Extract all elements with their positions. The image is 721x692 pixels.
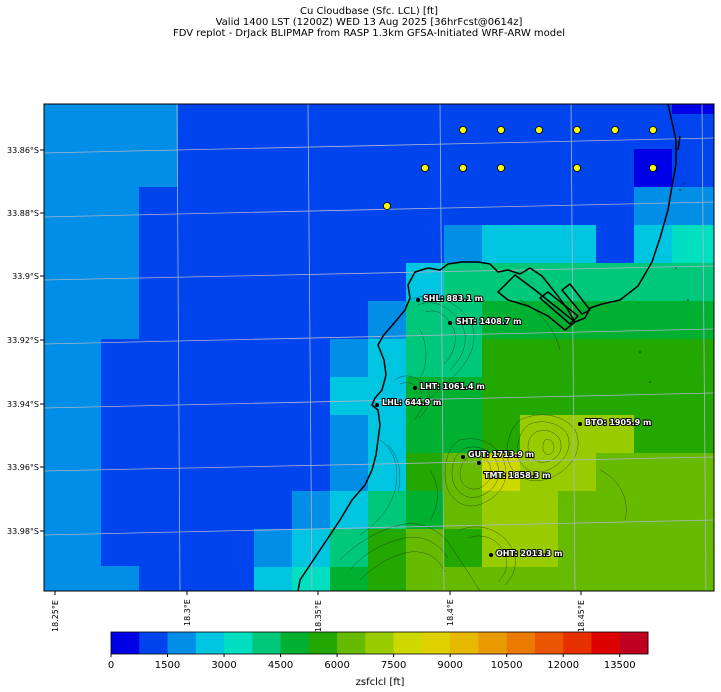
site-label-bto: BTO: 1905.9 m	[585, 418, 651, 427]
coastline	[297, 104, 681, 591]
site-sht: SHT: 1408.7 m SHT: 1408.7 m	[448, 316, 522, 327]
site-tmt: TMT: 1858.3 m TMT: 1858.3 m	[477, 461, 551, 481]
lat-label: 33.86°S	[7, 146, 39, 155]
colorbar-swatch	[167, 632, 197, 654]
lon-label: 18.25°E	[51, 600, 60, 632]
colorbar-swatch	[478, 632, 508, 654]
site-markers: SHL: 883.1 m SHL: 883.1 m SHT: 1408.7 m …	[375, 293, 652, 559]
yellow-marker	[611, 126, 619, 134]
colorbar-tick-label: 4500	[268, 660, 293, 671]
site-label-lhl: LHL: 644.9 m	[382, 398, 441, 407]
lat-label: 33.96°S	[7, 463, 39, 472]
svg-text:LHL: 644.9 m: LHL: 644.9 m	[382, 398, 441, 407]
lon-label: 18.45°E	[577, 600, 586, 632]
site-lht: LHT: 1061.4 m LHT: 1061.4 m	[413, 381, 486, 392]
site-lhl: LHL: 644.9 m LHL: 644.9 m	[375, 397, 442, 408]
svg-text:SHT: 1408.7 m: SHT: 1408.7 m	[456, 317, 521, 326]
colorbar-ticks: 0 1500 3000 4500 6000 7500 9000 10500 12000 13500	[108, 654, 636, 671]
colorbar-swatch	[111, 632, 140, 654]
colorbar-swatch	[337, 632, 366, 654]
lat-label: 33.88°S	[7, 209, 39, 218]
colorbar-label: zsfclcl [ft]	[356, 677, 405, 688]
colorbar-swatch	[280, 632, 310, 654]
site-label-lht: LHT: 1061.4 m	[420, 382, 485, 391]
yellow-markers	[383, 126, 657, 210]
site-oht: OHT: 2013.3 m OHT: 2013.3 m	[489, 548, 564, 559]
site-label-gut: GUT: 1713.9 m	[468, 450, 534, 459]
colorbar: 0 1500 3000 4500 6000 7500 9000 10500 12000 13500…	[108, 631, 649, 688]
colorbar-swatch	[365, 632, 395, 654]
colorbar-tick-label: 12000	[547, 660, 579, 671]
lat-label: 33.9°S	[12, 272, 39, 281]
yellow-marker	[459, 126, 467, 134]
colorbar-tick-label: 13500	[604, 660, 636, 671]
colorbar-tick-label: 0	[108, 660, 114, 671]
lon-axis: 18.25°E 18.3°E 18.35°E 18.4°E 18.45°E	[51, 591, 586, 632]
site-shl: SHL: 883.1 m SHL: 883.1 m	[416, 293, 484, 304]
svg-text:LHT: 1061.4 m: LHT: 1061.4 m	[420, 382, 485, 391]
title-line-2: Valid 1400 LST (1200Z) WED 13 Aug 2025 […	[215, 17, 523, 28]
colorbar-swatch	[619, 632, 649, 654]
coast-islets	[639, 183, 689, 383]
yellow-marker	[421, 164, 429, 172]
map-frame	[43, 103, 715, 592]
colorbar-swatch	[252, 632, 282, 654]
colorbar-swatch	[421, 632, 451, 654]
colorbar-tick-label: 7500	[381, 660, 406, 671]
svg-text:BTO: 1905.9 m: BTO: 1905.9 m	[585, 418, 651, 427]
colorbar-swatch	[393, 632, 423, 654]
colorbar-tick-label: 3000	[211, 660, 236, 671]
yellow-marker	[383, 202, 391, 210]
lon-label: 18.4°E	[446, 599, 455, 626]
lon-label: 18.3°E	[183, 599, 192, 626]
colorbar-tick-label: 10500	[491, 660, 523, 671]
site-label-oht: OHT: 2013.3 m	[496, 549, 563, 558]
title-line-1: Cu Cloudbase (Sfc. LCL) [ft]	[300, 6, 438, 17]
colorbar-tick-label: 9000	[437, 660, 462, 671]
yellow-marker	[573, 126, 581, 134]
title-line-3: FDV replot - DrJack BLIPMAP from RASP 1.…	[172, 28, 566, 39]
yellow-marker	[497, 164, 505, 172]
svg-text:GUT: 1713.9 m: GUT: 1713.9 m	[468, 450, 534, 459]
svg-text:TMT: 1858.3 m: TMT: 1858.3 m	[484, 471, 550, 480]
map-area: SHL: 883.1 m SHL: 883.1 m SHT: 1408.7 m …	[44, 104, 714, 591]
svg-text:SHL: 883.1 m: SHL: 883.1 m	[423, 294, 483, 303]
title-block: Cu Cloudbase (Sfc. LCL) [ft] Valid 1400 …	[0, 6, 721, 39]
colorbar-swatch	[450, 632, 479, 654]
yellow-marker	[573, 164, 581, 172]
colorbar-frame	[110, 631, 649, 655]
colorbar-swatch	[506, 632, 536, 654]
colorbar-swatch	[591, 632, 621, 654]
svg-text:OHT: 2013.3 m: OHT: 2013.3 m	[496, 549, 563, 558]
colorbar-swatch	[308, 632, 338, 654]
colorbar-swatch	[534, 632, 564, 654]
site-gut: GUT: 1713.9 m GUT: 1713.9 m	[461, 449, 535, 460]
yellow-marker	[459, 164, 467, 172]
colorbar-tick-label: 6000	[324, 660, 349, 671]
yellow-marker	[535, 126, 543, 134]
yellow-marker	[497, 126, 505, 134]
colorbar-swatch	[195, 632, 225, 654]
lat-label: 33.94°S	[7, 400, 39, 409]
site-bto: BTO: 1905.9 m BTO: 1905.9 m	[578, 417, 652, 428]
colorbar-swatches	[111, 632, 649, 654]
colorbar-swatch	[139, 632, 169, 654]
lat-axis: 33.86°S 33.88°S 33.9°S 33.92°S 33.94°S 3…	[7, 146, 44, 536]
terrain-contours	[339, 295, 627, 591]
lat-label: 33.98°S	[7, 527, 39, 536]
yellow-marker	[649, 164, 657, 172]
yellow-marker	[649, 126, 657, 134]
site-label-tmt: TMT: 1858.3 m	[484, 471, 550, 480]
lat-label: 33.92°S	[7, 336, 39, 345]
lon-label: 18.35°E	[314, 600, 323, 632]
site-label-shl: SHL: 883.1 m	[423, 294, 483, 303]
site-label-sht: SHT: 1408.7 m	[456, 317, 521, 326]
colorbar-swatch	[563, 632, 592, 654]
colorbar-tick-label: 1500	[155, 660, 180, 671]
colorbar-swatch	[224, 632, 253, 654]
